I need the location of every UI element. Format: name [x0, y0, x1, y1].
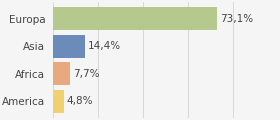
Bar — [53, 90, 64, 113]
Bar — [53, 35, 85, 57]
Text: 4,8%: 4,8% — [66, 96, 93, 106]
Text: 14,4%: 14,4% — [88, 41, 121, 51]
Text: 73,1%: 73,1% — [220, 14, 253, 24]
Text: 7,7%: 7,7% — [73, 69, 99, 79]
Bar — [53, 7, 217, 30]
Bar — [53, 63, 70, 85]
